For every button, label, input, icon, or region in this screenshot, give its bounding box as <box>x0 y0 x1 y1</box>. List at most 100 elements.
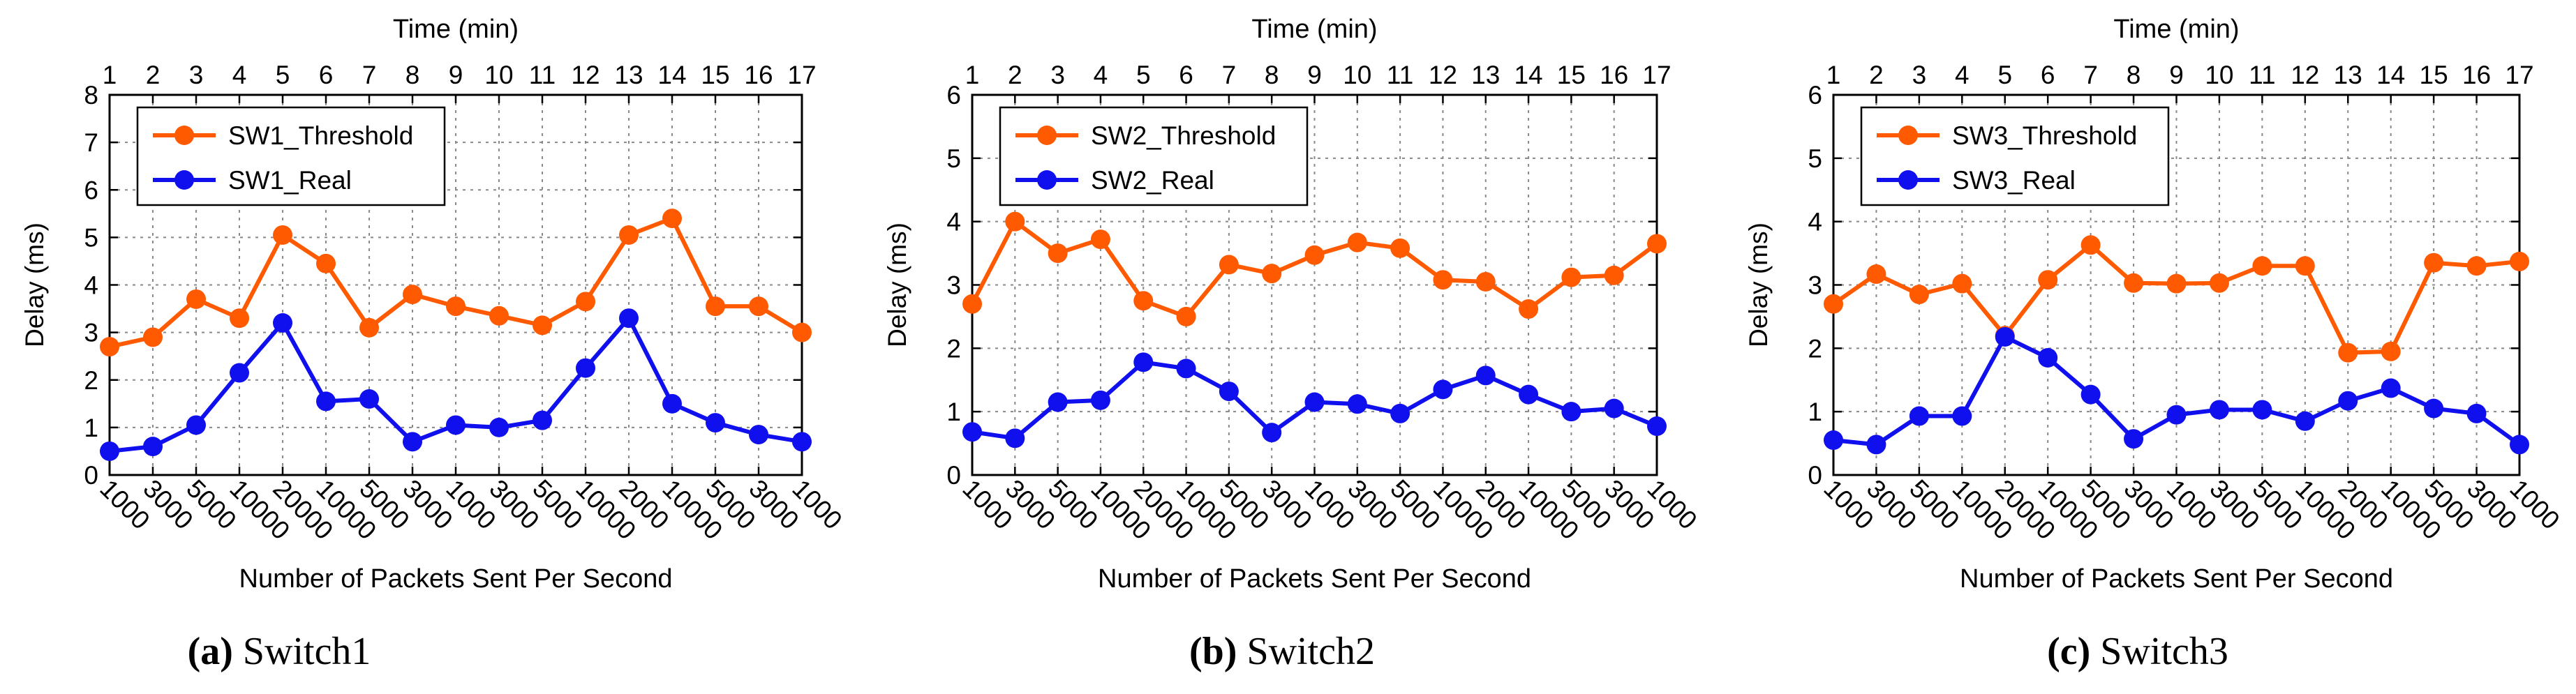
legend-label: SW1_Real <box>228 166 352 195</box>
data-point <box>273 225 292 245</box>
data-point <box>1090 390 1110 410</box>
data-point <box>2124 273 2144 293</box>
data-point <box>1090 229 1110 250</box>
top-tick-label: 14 <box>1514 61 1542 89</box>
x-tick-label: 5000 <box>527 474 588 535</box>
top-tick-label: 15 <box>701 61 729 89</box>
data-point <box>2295 411 2315 431</box>
data-point <box>1519 384 1539 405</box>
top-tick-label: 8 <box>2127 61 2141 89</box>
data-point <box>446 415 466 435</box>
data-point <box>619 308 639 329</box>
x-tick-label: 3000 <box>1342 474 1403 535</box>
data-point <box>533 315 552 335</box>
data-point <box>2381 341 2401 361</box>
data-point <box>403 432 422 452</box>
top-axis-label: Time (min) <box>1251 15 1377 44</box>
data-point <box>2252 400 2272 420</box>
x-tick-label: 1000 <box>440 474 501 535</box>
data-point <box>1866 435 1886 455</box>
y-tick-label: 2 <box>84 366 98 395</box>
y-tick-label: 5 <box>946 144 961 173</box>
panel-caption: (c) Switch3 <box>2047 630 2228 673</box>
data-point <box>2466 403 2487 423</box>
top-tick-label: 16 <box>744 61 773 89</box>
top-tick-label: 17 <box>787 61 816 89</box>
caption-label: (c) <box>2047 630 2090 673</box>
x-tick-label: 1000 <box>2161 474 2222 535</box>
data-point <box>1176 359 1196 379</box>
data-point <box>1133 352 1154 372</box>
legend-marker <box>1898 126 1918 145</box>
top-tick-label: 16 <box>1600 61 1628 89</box>
data-point <box>143 327 163 347</box>
data-point <box>1433 379 1453 400</box>
legend-label: SW2_Real <box>1091 166 1214 195</box>
x-tick-label: 3000 <box>484 474 544 535</box>
data-point <box>1347 232 1367 252</box>
y-tick-label: 3 <box>946 271 961 300</box>
data-point <box>2080 384 2101 405</box>
x-tick-label: 1000 <box>1641 474 1702 535</box>
x-tick-label: 3000 <box>2462 474 2522 535</box>
top-tick-label: 15 <box>2420 61 2448 89</box>
x-tick-label: 1000 <box>1818 474 1879 535</box>
legend-marker <box>1898 170 1918 190</box>
caption-text: Switch2 <box>1237 630 1375 673</box>
top-tick-label: 12 <box>1429 61 1457 89</box>
data-point <box>1475 365 1496 386</box>
top-tick-label: 3 <box>189 61 204 89</box>
data-point <box>1390 403 1410 423</box>
top-tick-label: 6 <box>319 61 334 89</box>
y-tick-label: 4 <box>946 208 961 236</box>
top-tick-label: 6 <box>1179 61 1193 89</box>
data-point <box>2209 273 2229 293</box>
data-point <box>1995 326 2015 347</box>
data-point <box>1176 306 1196 326</box>
data-point <box>446 296 466 317</box>
data-point <box>1304 245 1325 265</box>
data-point <box>1604 398 1624 418</box>
top-tick-label: 4 <box>1094 61 1108 89</box>
data-point <box>1519 299 1539 319</box>
y-tick-label: 6 <box>1808 81 1822 110</box>
top-tick-label: 16 <box>2462 61 2491 89</box>
y-tick-label: 0 <box>84 461 98 490</box>
legend-label: SW3_Threshold <box>1952 121 2137 150</box>
x-tick-label: 3000 <box>743 474 804 535</box>
x-tick-label: 3000 <box>2118 474 2179 535</box>
data-point <box>2252 256 2272 276</box>
top-tick-label: 6 <box>2041 61 2055 89</box>
legend-marker <box>174 170 194 190</box>
data-point <box>792 432 812 452</box>
x-tick-label: 5000 <box>1904 474 1965 535</box>
legend-marker <box>1037 170 1057 190</box>
data-point <box>1604 265 1624 285</box>
y-tick-label: 8 <box>84 81 98 110</box>
top-tick-label: 8 <box>1265 61 1279 89</box>
legend-label: SW3_Real <box>1952 166 2076 195</box>
data-point <box>1005 211 1025 232</box>
y-tick-label: 1 <box>84 414 98 442</box>
data-point <box>1005 428 1025 448</box>
y-tick-label: 3 <box>84 319 98 347</box>
x-tick-label: 3000 <box>1861 474 1922 535</box>
top-tick-label: 12 <box>571 61 600 89</box>
y-tick-label: 6 <box>84 176 98 204</box>
data-point <box>662 209 682 229</box>
data-point <box>1824 294 1843 314</box>
y-tick-label: 4 <box>84 271 98 300</box>
data-point <box>1433 270 1453 290</box>
data-point <box>359 389 379 409</box>
data-point <box>1909 285 1929 305</box>
top-tick-label: 2 <box>1008 61 1022 89</box>
top-tick-label: 11 <box>2249 61 2275 89</box>
legend-label: SW2_Threshold <box>1091 121 1276 150</box>
top-tick-label: 13 <box>2334 61 2362 89</box>
top-tick-label: 9 <box>2169 61 2184 89</box>
data-point <box>489 417 509 437</box>
data-point <box>749 296 768 317</box>
top-tick-label: 17 <box>2505 61 2533 89</box>
